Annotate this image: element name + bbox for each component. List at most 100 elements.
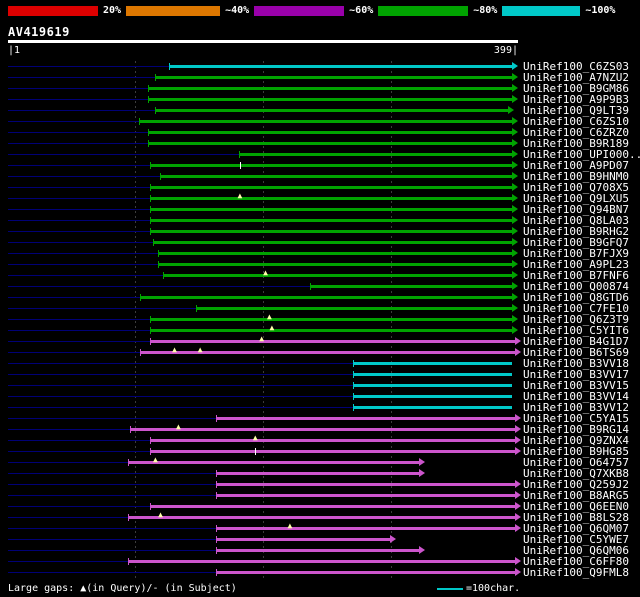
alignment-bar[interactable] — [352, 395, 512, 398]
hit-label[interactable]: UniRef100_Q9LXU5 — [523, 192, 629, 205]
hit-label[interactable]: UniRef100_B9RG14 — [523, 423, 629, 436]
alignment-bar[interactable] — [352, 384, 512, 387]
alignment-bar[interactable] — [128, 516, 516, 519]
alignment-bar[interactable] — [163, 274, 512, 277]
hit-label[interactable]: UniRef100_Q8LA03 — [523, 214, 629, 227]
alignment-bar[interactable] — [155, 109, 508, 112]
hit-label[interactable]: UniRef100_C7FE10 — [523, 302, 629, 315]
hit-label[interactable]: UniRef100_B7FJX9 — [523, 247, 629, 260]
alignment-bar[interactable] — [215, 571, 516, 574]
hit-label[interactable]: UniRef100_Q9LT39 — [523, 104, 629, 117]
hit-label[interactable]: UniRef100_Q9FML8 — [523, 566, 629, 579]
hit-label[interactable]: UniRef100_B6TS69 — [523, 346, 629, 359]
alignment-bar[interactable] — [215, 417, 516, 420]
hit-label[interactable]: UniRef100_B9HG85 — [523, 445, 629, 458]
alignment-bar[interactable] — [215, 472, 420, 475]
alignment-bar[interactable] — [150, 164, 512, 167]
hit-row: UniRef100_Q8LA03 — [0, 215, 640, 226]
alignment-bar[interactable] — [150, 230, 512, 233]
alignment-bar[interactable] — [352, 373, 512, 376]
hit-label[interactable]: UniRef100_C5YA15 — [523, 412, 629, 425]
alignment-bar[interactable] — [150, 219, 512, 222]
alignment-bar[interactable] — [129, 428, 516, 431]
hit-label[interactable]: UniRef100_C5YWE7 — [523, 533, 629, 546]
alignment-bar[interactable] — [150, 318, 512, 321]
hit-label[interactable]: UniRef100_C6ZS03 — [523, 60, 629, 73]
alignment-bar[interactable] — [215, 494, 516, 497]
hit-label[interactable]: UniRef100_B3VV12 — [523, 401, 629, 414]
hit-label[interactable]: UniRef100_O64757 — [523, 456, 629, 469]
alignment-bar[interactable] — [152, 241, 512, 244]
alignment-bar[interactable] — [147, 142, 512, 145]
hit-label[interactable]: UniRef100_Q9ZNX4 — [523, 434, 629, 447]
hit-label[interactable]: UniRef100_B4G1D7 — [523, 335, 629, 348]
alignment-bar[interactable] — [215, 483, 516, 486]
hit-label[interactable]: UniRef100_B9GM86 — [523, 82, 629, 95]
query-backbone-line — [8, 286, 311, 287]
hit-label[interactable]: UniRef100_B3VV15 — [523, 379, 629, 392]
alignment-bar[interactable] — [138, 120, 512, 123]
alignment-bar[interactable] — [147, 98, 512, 101]
alignment-bar[interactable] — [150, 186, 512, 189]
hit-label[interactable]: UniRef100_Q6QM07 — [523, 522, 629, 535]
alignment-bar[interactable] — [128, 461, 420, 464]
hit-label[interactable]: UniRef100_B7FNF6 — [523, 269, 629, 282]
hit-label[interactable]: UniRef100_B8LS28 — [523, 511, 629, 524]
hit-label[interactable]: UniRef100_C6ZS10 — [523, 115, 629, 128]
alignment-bar[interactable] — [352, 406, 512, 409]
alignment-bar[interactable] — [150, 197, 512, 200]
alignment-bar[interactable] — [150, 450, 516, 453]
alignment-bar[interactable] — [128, 560, 516, 563]
alignment-bar[interactable] — [150, 439, 516, 442]
hit-label[interactable]: UniRef100_B9GFQ7 — [523, 236, 629, 249]
hit-label[interactable]: UniRef100_A9P9B3 — [523, 93, 629, 106]
alignment-arrowhead-icon — [419, 546, 426, 554]
hit-label[interactable]: UniRef100_Q6Z3T9 — [523, 313, 629, 326]
alignment-bar[interactable] — [310, 285, 512, 288]
hit-label[interactable]: UniRef100_B9HNM0 — [523, 170, 629, 183]
hit-label[interactable]: UniRef100_Q6EEN0 — [523, 500, 629, 513]
alignment-bar[interactable] — [150, 505, 516, 508]
alignment-bar[interactable] — [147, 87, 512, 90]
hit-label[interactable]: UniRef100_Q7XKB8 — [523, 467, 629, 480]
alignment-bar[interactable] — [157, 252, 512, 255]
alignment-bar[interactable] — [215, 549, 420, 552]
alignment-bar[interactable] — [238, 153, 512, 156]
alignment-bar[interactable] — [215, 527, 516, 530]
hit-label[interactable]: UniRef100_A7NZU2 — [523, 71, 629, 84]
hit-label[interactable]: UniRef100_Q708X5 — [523, 181, 629, 194]
alignment-bar[interactable] — [215, 538, 390, 541]
alignment-bar[interactable] — [155, 76, 512, 79]
alignment-bar[interactable] — [160, 175, 512, 178]
hit-row: UniRef100_C6FF80 — [0, 556, 640, 567]
hit-label[interactable]: UniRef100_B9RHG2 — [523, 225, 629, 238]
hit-label[interactable]: UniRef100_C6ZRZ0 — [523, 126, 629, 139]
query-backbone-line — [8, 77, 156, 78]
hit-label[interactable]: UniRef100_Q259J2 — [523, 478, 629, 491]
hit-label[interactable]: UniRef100_B9R189 — [523, 137, 629, 150]
hit-label[interactable]: UniRef100_A9PL23 — [523, 258, 629, 271]
alignment-bar[interactable] — [139, 351, 516, 354]
hit-label[interactable]: UniRef100_B3VV18 — [523, 357, 629, 370]
hit-label[interactable]: UniRef100_UPI000... — [523, 148, 640, 161]
hit-label[interactable]: UniRef100_A9PD07 — [523, 159, 629, 172]
hit-label[interactable]: UniRef100_Q8GTD6 — [523, 291, 629, 304]
alignment-bar[interactable] — [147, 131, 512, 134]
hit-label[interactable]: UniRef100_Q00874 — [523, 280, 629, 293]
alignment-bar[interactable] — [150, 329, 512, 332]
alignment-bar[interactable] — [169, 65, 512, 68]
hit-label[interactable]: UniRef100_B8ARG5 — [523, 489, 629, 502]
alignment-bar[interactable] — [352, 362, 512, 365]
hit-label[interactable]: UniRef100_B3VV14 — [523, 390, 629, 403]
alignment-arrowhead-icon — [511, 238, 518, 246]
hit-label[interactable]: UniRef100_C5YIT6 — [523, 324, 629, 337]
alignment-bar[interactable] — [157, 263, 512, 266]
hit-label[interactable]: UniRef100_Q94BN7 — [523, 203, 629, 216]
hit-label[interactable]: UniRef100_B3VV17 — [523, 368, 629, 381]
alignment-bar[interactable] — [139, 296, 512, 299]
alignment-bar[interactable] — [196, 307, 512, 310]
alignment-bar[interactable] — [150, 208, 512, 211]
hit-label[interactable]: UniRef100_Q6QM06 — [523, 544, 629, 557]
hit-label[interactable]: UniRef100_C6FF80 — [523, 555, 629, 568]
alignment-bar[interactable] — [150, 340, 516, 343]
